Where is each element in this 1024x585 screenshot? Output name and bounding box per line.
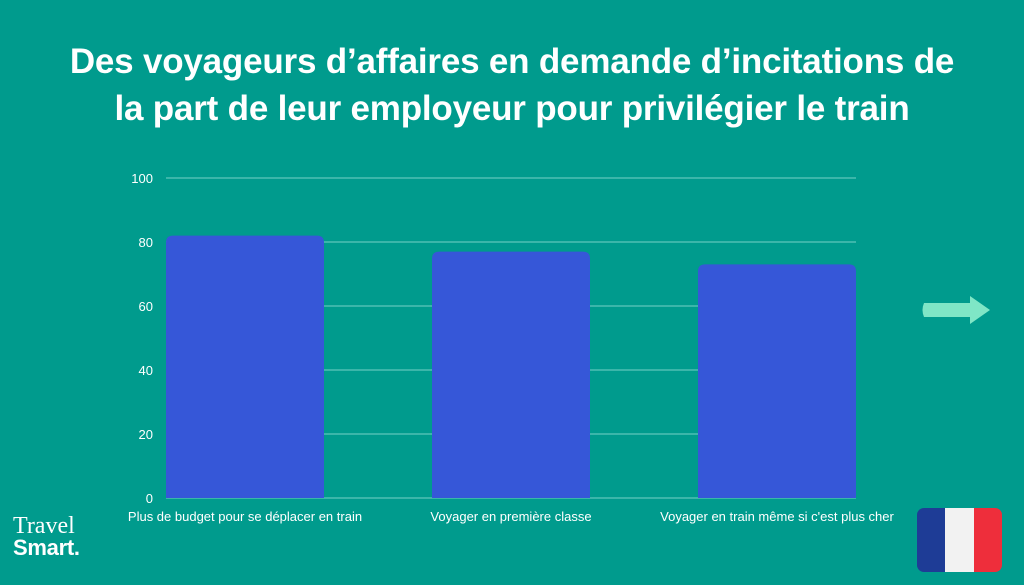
france-flag-icon [917, 508, 1002, 572]
y-tick-label: 80 [139, 235, 153, 250]
y-tick-label: 40 [139, 363, 153, 378]
y-tick-label: 60 [139, 299, 153, 314]
y-tick-label: 100 [131, 171, 153, 186]
chart-title: Des voyageurs d’affaires en demande d’in… [0, 38, 1024, 132]
title-line-2: la part de leur employeur pour privilégi… [114, 89, 910, 128]
x-category-label: Plus de budget pour se déplacer en train [128, 509, 362, 524]
x-category-label: Voyager en première classe [430, 509, 591, 524]
bar [166, 235, 324, 498]
y-tick-label: 0 [146, 491, 153, 506]
logo-line-1: Travel [13, 513, 75, 539]
y-tick-label: 20 [139, 427, 153, 442]
arrow-right-icon[interactable] [920, 294, 996, 326]
logo-line-2: Smart. [13, 535, 80, 560]
bar [698, 264, 856, 498]
bar [432, 251, 590, 498]
title-line-1: Des voyageurs d’affaires en demande d’in… [69, 42, 955, 81]
x-category-label: Voyager en train même si c'est plus cher [660, 509, 894, 524]
travel-smart-logo: Travel Smart. [13, 513, 80, 560]
